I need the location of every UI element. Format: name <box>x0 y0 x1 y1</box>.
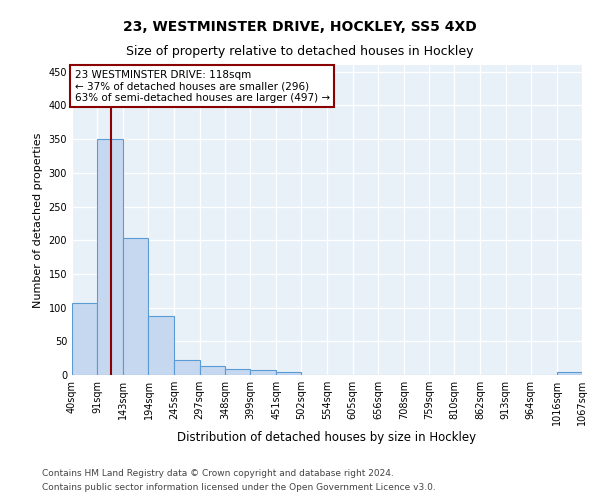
Bar <box>225 369 250 375</box>
Text: Size of property relative to detached houses in Hockley: Size of property relative to detached ho… <box>126 45 474 58</box>
Text: Contains public sector information licensed under the Open Government Licence v3: Contains public sector information licen… <box>42 484 436 492</box>
Text: Contains HM Land Registry data © Crown copyright and database right 2024.: Contains HM Land Registry data © Crown c… <box>42 468 394 477</box>
Bar <box>72 303 97 375</box>
Text: 23, WESTMINSTER DRIVE, HOCKLEY, SS5 4XD: 23, WESTMINSTER DRIVE, HOCKLEY, SS5 4XD <box>123 20 477 34</box>
Bar <box>123 238 148 375</box>
X-axis label: Distribution of detached houses by size in Hockley: Distribution of detached houses by size … <box>178 431 476 444</box>
Bar <box>250 370 276 375</box>
Bar <box>557 372 582 375</box>
Text: 23 WESTMINSTER DRIVE: 118sqm
← 37% of detached houses are smaller (296)
63% of s: 23 WESTMINSTER DRIVE: 118sqm ← 37% of de… <box>74 70 329 103</box>
Bar <box>276 372 301 375</box>
Bar <box>97 139 123 375</box>
Bar <box>200 366 225 375</box>
Bar <box>174 360 200 375</box>
Bar <box>148 316 174 375</box>
Y-axis label: Number of detached properties: Number of detached properties <box>33 132 43 308</box>
